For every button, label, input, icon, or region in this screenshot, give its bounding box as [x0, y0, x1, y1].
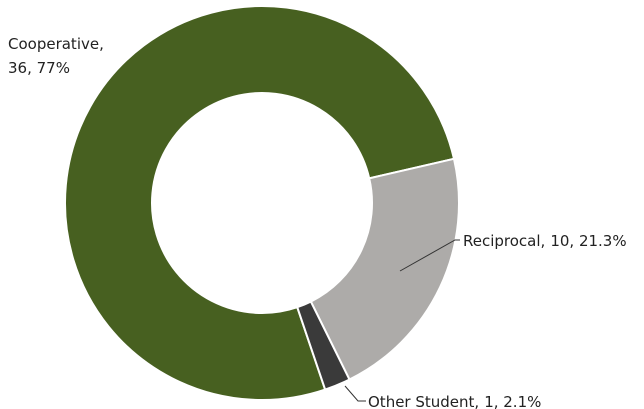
data-label: Cooperative, 36, 77%	[8, 35, 104, 77]
leader-line	[399, 239, 460, 272]
label-separator: ,	[99, 35, 104, 53]
label-category: Cooperative	[8, 35, 99, 53]
leader-line	[344, 385, 366, 402]
slice	[64, 5, 456, 401]
label-value: 1, 2.1%	[484, 393, 541, 409]
label-category: Other Student	[368, 393, 475, 409]
slices	[64, 5, 460, 401]
label-separator: ,	[541, 232, 546, 250]
labels: Cooperative, 36, 77%Reciprocal, 10, 21.3%O…	[8, 35, 627, 409]
data-label: Other Student, 1, 2.1%	[368, 393, 541, 409]
label-separator: ,	[474, 393, 479, 409]
slice	[295, 300, 351, 391]
label-value: 36, 77%	[8, 59, 70, 77]
slice	[309, 157, 460, 381]
label-value: 10, 21.3%	[550, 232, 626, 250]
label-category: Reciprocal	[463, 232, 541, 250]
data-label: Reciprocal, 10, 21.3%	[463, 232, 627, 250]
